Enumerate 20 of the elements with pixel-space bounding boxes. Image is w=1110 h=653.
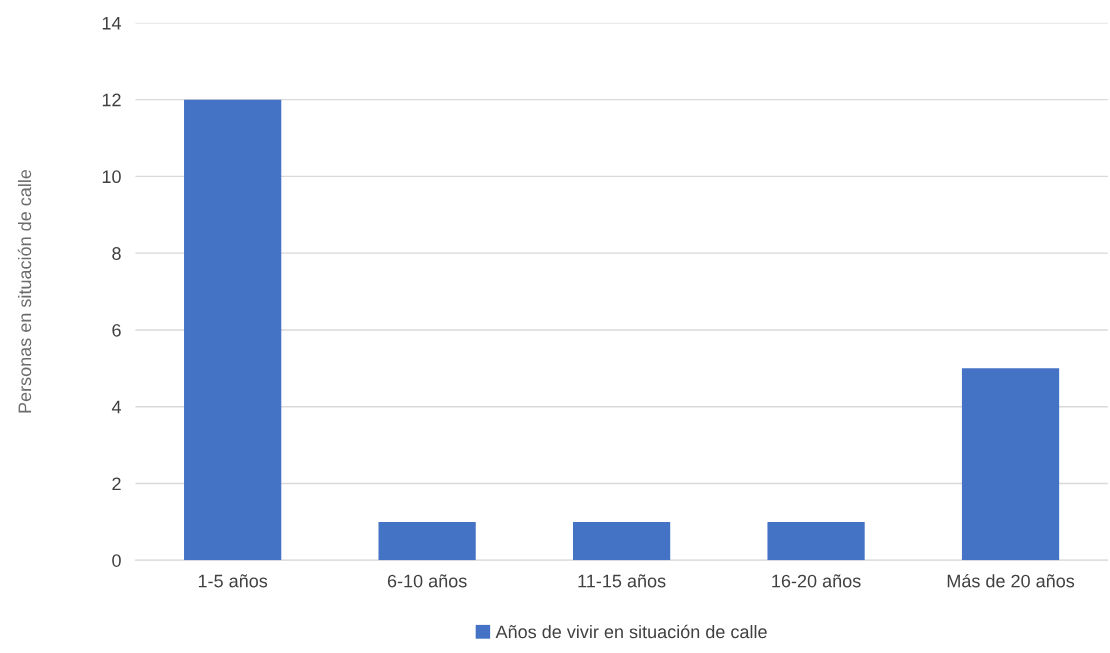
x-tick-label: Más de 20 años [947,573,1075,588]
y-tick-label: 8 [112,247,121,260]
y-tick-label: 6 [112,323,121,337]
y-tick-label: 4 [111,400,121,414]
legend-label: Años de vivir en situación de calle [495,624,767,639]
bar [184,99,282,561]
y-tick-label: 14 [102,16,121,30]
bar [961,368,1060,561]
bar [767,521,865,561]
y-tick-label: 0 [112,554,121,567]
bar [572,521,671,561]
x-tick-label: 6-10 años [387,574,467,588]
x-tick-label: 11-15 años [578,574,666,588]
y-tick-label: 12 [102,93,121,107]
y-axis-title: Personas en situación de calle [17,169,32,413]
x-tick-label: 1-5 años [198,574,268,588]
bar [378,521,476,561]
y-tick-label: 2 [112,477,121,491]
y-tick-label: 10 [102,170,121,184]
x-tick-label: 16-20 años [772,574,861,588]
